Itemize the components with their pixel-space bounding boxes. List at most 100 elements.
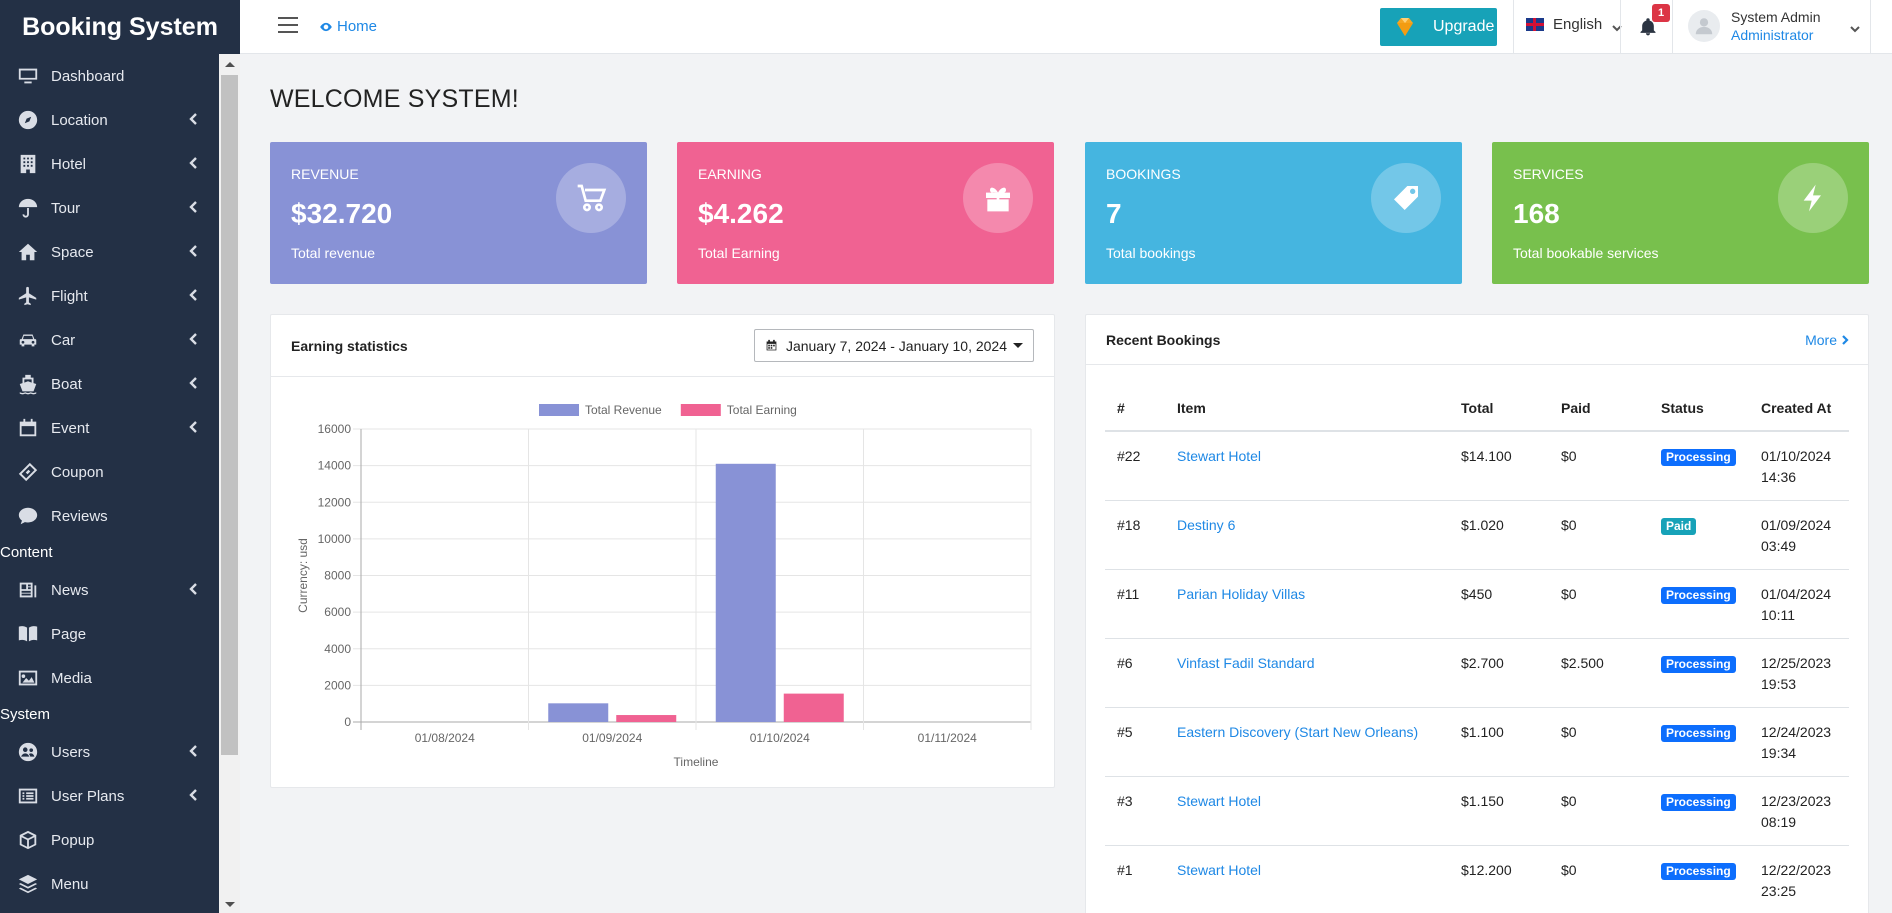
y-tick-label: 4000 [324, 642, 351, 656]
sidebar-item-label: Location [51, 111, 108, 129]
booking-total: $14.100 [1449, 431, 1549, 501]
status-badge: Processing [1661, 794, 1736, 811]
sidebar-item-label: Page [51, 625, 87, 643]
column-header: Total [1449, 385, 1549, 432]
sidebar-item-reviews[interactable]: Reviews [0, 494, 219, 538]
table-row: #5 Eastern Discovery (Start New Orleans) $… [1105, 707, 1849, 777]
box-icon [16, 828, 40, 852]
stat-description: Total bookings [1106, 245, 1196, 261]
booking-time: 14:36 [1761, 469, 1797, 485]
sidebar-item-label: User Plans [51, 787, 125, 805]
calendar-icon [766, 339, 777, 351]
uk-flag-icon [1526, 18, 1544, 31]
booking-item-link[interactable]: Stewart Hotel [1177, 448, 1262, 464]
sidebar-item-page[interactable]: Page [0, 612, 219, 656]
language-dropdown[interactable]: English [1526, 16, 1622, 33]
sidebar-item-menu[interactable]: Menu [0, 862, 219, 906]
booking-id: #18 [1105, 500, 1165, 570]
stat-label: BOOKINGS [1106, 166, 1181, 182]
sidebar-item-hotel[interactable]: Hotel [0, 142, 219, 186]
sidebar-item-label: Coupon [51, 463, 104, 481]
sidebar-item-location[interactable]: Location [0, 98, 219, 142]
panel-title: Earning statistics [291, 338, 408, 354]
booking-status-cell: Processing [1649, 431, 1749, 501]
booking-item-link[interactable]: Vinfast Fadil Standard [1177, 655, 1315, 671]
scrollbar-thumb[interactable] [221, 75, 238, 755]
stat-description: Total revenue [291, 245, 376, 261]
sidebar-item-car[interactable]: Car [0, 318, 219, 362]
booking-item-cell: Destiny 6 [1165, 500, 1449, 570]
booking-total: $1.020 [1449, 500, 1549, 570]
sidebar-item-label: Media [51, 669, 92, 687]
chevron-left-icon [187, 288, 201, 302]
booking-paid: $0 [1549, 569, 1649, 639]
legend-swatch [680, 404, 721, 416]
booking-time: 03:49 [1761, 538, 1797, 554]
sidebar-item-user-plans[interactable]: User Plans [0, 774, 219, 818]
sidebar-item-label: Event [51, 419, 90, 437]
divider [1870, 0, 1871, 54]
date-range-picker[interactable]: January 7, 2024 - January 10, 2024 [753, 329, 1034, 362]
status-badge: Processing [1661, 587, 1736, 604]
booking-item-cell: Parian Holiday Villas [1165, 569, 1449, 639]
status-badge: Processing [1661, 725, 1736, 742]
user-dropdown[interactable]: System Admin Administrator [1688, 8, 1861, 44]
booking-date: 01/09/2024 [1761, 517, 1832, 533]
recent-bookings-panel: Recent Bookings More # Item Total Paid Statu… [1085, 314, 1869, 913]
booking-paid: $0 [1549, 500, 1649, 570]
stat-value: $32.720 [291, 198, 393, 229]
chevron-left-icon [187, 244, 201, 258]
booking-created-at: 01/04/2024 10:11 [1749, 569, 1849, 639]
y-tick-label: 2000 [324, 678, 351, 692]
booking-date: 12/23/2023 [1761, 793, 1832, 809]
chevron-down-icon [1612, 20, 1622, 31]
scroll-down-arrow[interactable] [225, 902, 235, 907]
table-row: #11 Parian Holiday Villas $450 $0 Processing… [1105, 569, 1849, 639]
sidebar-item-coupon[interactable]: Coupon [0, 450, 219, 494]
table-row: #1 Stewart Hotel $12.200 $0 Processing 12/22/… [1105, 845, 1849, 913]
home-link[interactable]: Home [319, 18, 377, 35]
booking-status-cell: Processing [1649, 707, 1749, 777]
upgrade-button[interactable]: Upgrade [1380, 8, 1497, 46]
booking-status-cell: Processing [1649, 638, 1749, 708]
brand-title[interactable]: Booking System [22, 12, 218, 41]
sidebar-item-popup[interactable]: Popup [0, 818, 219, 862]
sidebar-item-flight[interactable]: Flight [0, 274, 219, 318]
scroll-up-arrow[interactable] [225, 62, 235, 67]
building-icon [16, 152, 40, 176]
stat-label: SERVICES [1513, 166, 1584, 182]
booking-id: #1 [1105, 845, 1165, 913]
sidebar-item-news[interactable]: News [0, 568, 219, 612]
booking-item-link[interactable]: Parian Holiday Villas [1177, 586, 1306, 602]
y-axis-label: Currency: usd [296, 538, 310, 613]
sidebar-scrollbar[interactable] [219, 54, 240, 913]
notifications-button[interactable]: 1 [1638, 4, 1670, 40]
booking-item-cell: Vinfast Fadil Standard [1165, 638, 1449, 708]
booking-id: #6 [1105, 638, 1165, 708]
sidebar-item-boat[interactable]: Boat [0, 362, 219, 406]
booking-item-link[interactable]: Stewart Hotel [1177, 793, 1262, 809]
sidebar-item-dashboard[interactable]: Dashboard [0, 54, 219, 98]
booking-item-link[interactable]: Destiny 6 [1177, 517, 1236, 533]
chevron-left-icon [187, 788, 201, 802]
chevron-left-icon [187, 156, 201, 170]
sidebar-item-users[interactable]: Users [0, 730, 219, 774]
menu-toggle-icon[interactable] [278, 17, 298, 35]
x-tick-label: 01/11/2024 [918, 731, 977, 745]
sidebar-item-media[interactable]: Media [0, 656, 219, 700]
sidebar-item-label: Users [51, 743, 91, 761]
sidebar-item-event[interactable]: Event [0, 406, 219, 450]
booking-item-link[interactable]: Eastern Discovery (Start New Orleans) [1177, 724, 1419, 740]
more-link[interactable]: More [1805, 332, 1850, 348]
sidebar-item-tour[interactable]: Tour [0, 186, 219, 230]
stat-label: EARNING [698, 166, 762, 182]
booking-time: 23:25 [1761, 883, 1797, 899]
booking-time: 19:53 [1761, 676, 1797, 692]
booking-item-link[interactable]: Stewart Hotel [1177, 862, 1262, 878]
image-icon [16, 666, 40, 690]
earning-chart: Total Revenue Total Earning 0 2000 4000 6000 8… [296, 403, 1032, 769]
booking-time: 19:34 [1761, 745, 1797, 761]
page-title: WELCOME SYSTEM! [270, 85, 519, 113]
sidebar-item-label: Popup [51, 831, 95, 849]
sidebar-item-space[interactable]: Space [0, 230, 219, 274]
